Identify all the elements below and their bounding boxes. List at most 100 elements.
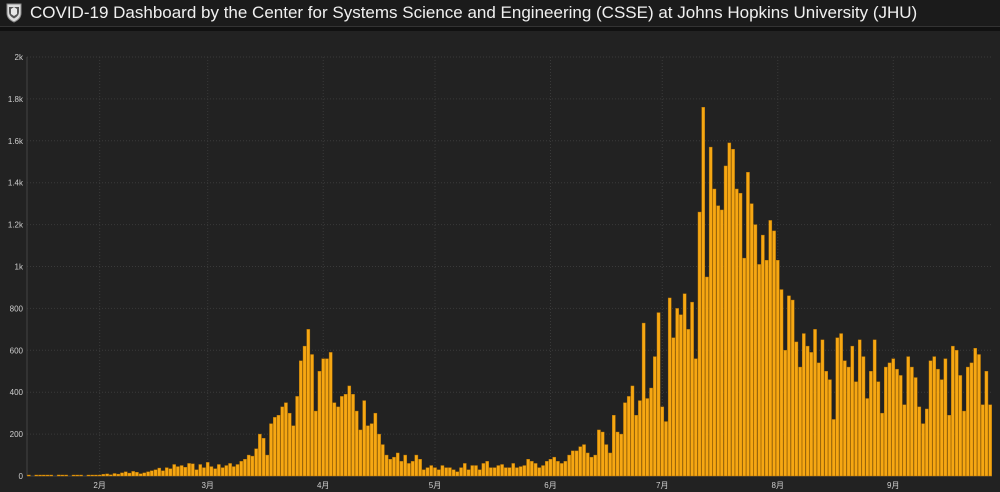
bar[interactable]	[284, 402, 288, 477]
bar[interactable]	[720, 209, 724, 477]
bar[interactable]	[433, 467, 437, 477]
bar[interactable]	[366, 425, 370, 477]
bar[interactable]	[582, 444, 586, 477]
bar[interactable]	[895, 368, 899, 477]
bar[interactable]	[463, 463, 467, 477]
bar[interactable]	[49, 474, 53, 477]
bar[interactable]	[354, 410, 359, 477]
bar[interactable]	[302, 345, 307, 477]
bar[interactable]	[265, 454, 270, 477]
bar[interactable]	[831, 419, 836, 477]
bar[interactable]	[813, 329, 817, 477]
bar[interactable]	[947, 415, 951, 477]
bar[interactable]	[701, 107, 706, 477]
bar[interactable]	[27, 474, 31, 477]
bar[interactable]	[653, 356, 657, 477]
bar[interactable]	[790, 299, 795, 477]
bar[interactable]	[522, 465, 527, 477]
bar[interactable]	[958, 375, 963, 477]
bar[interactable]	[109, 474, 113, 477]
bar[interactable]	[802, 333, 806, 477]
bar[interactable]	[451, 469, 456, 477]
bar[interactable]	[269, 423, 273, 477]
bar[interactable]	[816, 362, 821, 477]
bar[interactable]	[939, 379, 944, 477]
bar[interactable]	[794, 341, 799, 477]
bar[interactable]	[347, 385, 352, 477]
bar[interactable]	[418, 459, 422, 477]
bar[interactable]	[731, 148, 735, 477]
bar[interactable]	[984, 371, 989, 477]
bar[interactable]	[828, 379, 832, 477]
bar[interactable]	[75, 474, 80, 477]
bar[interactable]	[966, 366, 970, 477]
bar[interactable]	[135, 472, 139, 477]
bar[interactable]	[392, 456, 396, 477]
bar[interactable]	[444, 467, 448, 477]
bar[interactable]	[276, 415, 281, 477]
bar[interactable]	[351, 394, 355, 477]
bar[interactable]	[820, 339, 825, 477]
bar[interactable]	[291, 425, 296, 477]
bar[interactable]	[850, 345, 855, 477]
bar[interactable]	[243, 459, 247, 477]
bar[interactable]	[150, 470, 154, 477]
bar[interactable]	[623, 402, 627, 477]
bar[interactable]	[559, 463, 564, 477]
bar[interactable]	[932, 356, 937, 477]
bar[interactable]	[619, 433, 624, 477]
bar[interactable]	[641, 322, 646, 477]
bar[interactable]	[325, 358, 329, 477]
bar[interactable]	[749, 203, 754, 477]
bar[interactable]	[425, 467, 430, 477]
bar[interactable]	[239, 461, 243, 477]
bar[interactable]	[615, 431, 620, 477]
bar[interactable]	[500, 464, 504, 477]
bar[interactable]	[857, 339, 862, 477]
bar[interactable]	[656, 312, 661, 477]
bar[interactable]	[768, 220, 773, 477]
bar[interactable]	[608, 452, 612, 477]
bar[interactable]	[306, 329, 311, 477]
bar[interactable]	[280, 406, 284, 477]
bar[interactable]	[805, 345, 810, 477]
bar[interactable]	[738, 192, 743, 477]
bar[interactable]	[138, 473, 143, 477]
bar[interactable]	[496, 465, 501, 477]
bar[interactable]	[809, 352, 814, 477]
bar[interactable]	[466, 469, 471, 477]
bar[interactable]	[373, 412, 378, 477]
bar[interactable]	[217, 464, 221, 477]
bar[interactable]	[988, 404, 992, 477]
bar[interactable]	[399, 461, 404, 477]
bar[interactable]	[384, 454, 389, 477]
bar[interactable]	[690, 301, 694, 477]
bar[interactable]	[779, 289, 784, 477]
bar[interactable]	[410, 461, 415, 477]
bar[interactable]	[97, 474, 102, 477]
bar[interactable]	[954, 350, 959, 477]
bar[interactable]	[783, 350, 787, 477]
bar[interactable]	[64, 474, 68, 477]
bar[interactable]	[518, 466, 523, 477]
bar[interactable]	[645, 398, 650, 477]
bar[interactable]	[902, 404, 907, 477]
bar[interactable]	[936, 368, 940, 477]
bar[interactable]	[537, 467, 542, 477]
bar[interactable]	[917, 406, 922, 477]
bar[interactable]	[477, 469, 482, 477]
bar[interactable]	[697, 211, 702, 477]
bar[interactable]	[705, 276, 709, 477]
bar[interactable]	[854, 381, 858, 477]
bar[interactable]	[511, 463, 515, 477]
bar[interactable]	[481, 463, 486, 477]
bar[interactable]	[153, 469, 158, 477]
bar[interactable]	[712, 188, 717, 477]
bar[interactable]	[630, 385, 635, 477]
bar[interactable]	[761, 234, 765, 477]
bar[interactable]	[254, 448, 258, 477]
bar[interactable]	[928, 360, 933, 477]
bar[interactable]	[362, 400, 366, 477]
bar[interactable]	[407, 463, 411, 477]
bar[interactable]	[727, 142, 732, 477]
